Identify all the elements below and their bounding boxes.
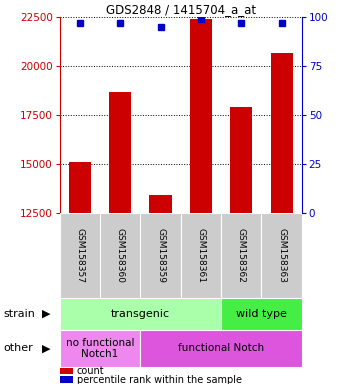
Text: percentile rank within the sample: percentile rank within the sample bbox=[77, 374, 242, 384]
Bar bbox=[60, 330, 140, 367]
Text: no functional
Notch1: no functional Notch1 bbox=[66, 338, 134, 359]
Text: GSM158357: GSM158357 bbox=[75, 228, 84, 283]
Text: GSM158359: GSM158359 bbox=[156, 228, 165, 283]
Bar bbox=[230, 108, 252, 213]
Text: GSM158361: GSM158361 bbox=[196, 228, 205, 283]
Bar bbox=[100, 213, 140, 298]
Bar bbox=[140, 330, 302, 367]
Text: strain: strain bbox=[3, 309, 35, 319]
Title: GDS2848 / 1415704_a_at: GDS2848 / 1415704_a_at bbox=[106, 3, 256, 16]
Bar bbox=[270, 53, 293, 213]
Bar bbox=[149, 195, 172, 213]
Text: count: count bbox=[77, 366, 104, 376]
Bar bbox=[60, 213, 100, 298]
Text: GSM158362: GSM158362 bbox=[237, 228, 246, 283]
Bar bbox=[221, 213, 262, 298]
Text: GSM158360: GSM158360 bbox=[116, 228, 125, 283]
Text: functional Notch: functional Notch bbox=[178, 343, 264, 354]
Text: ▶: ▶ bbox=[42, 343, 50, 354]
Bar bbox=[190, 19, 212, 213]
Bar bbox=[60, 368, 73, 374]
Text: other: other bbox=[3, 343, 33, 354]
Bar bbox=[60, 298, 221, 330]
Text: transgenic: transgenic bbox=[111, 309, 170, 319]
Bar bbox=[262, 213, 302, 298]
Bar bbox=[60, 376, 73, 383]
Bar bbox=[69, 162, 91, 213]
Bar bbox=[109, 92, 131, 213]
Text: wild type: wild type bbox=[236, 309, 287, 319]
Bar bbox=[140, 213, 181, 298]
Bar bbox=[221, 298, 302, 330]
Bar bbox=[181, 213, 221, 298]
Text: ▶: ▶ bbox=[42, 309, 50, 319]
Text: GSM158363: GSM158363 bbox=[277, 228, 286, 283]
